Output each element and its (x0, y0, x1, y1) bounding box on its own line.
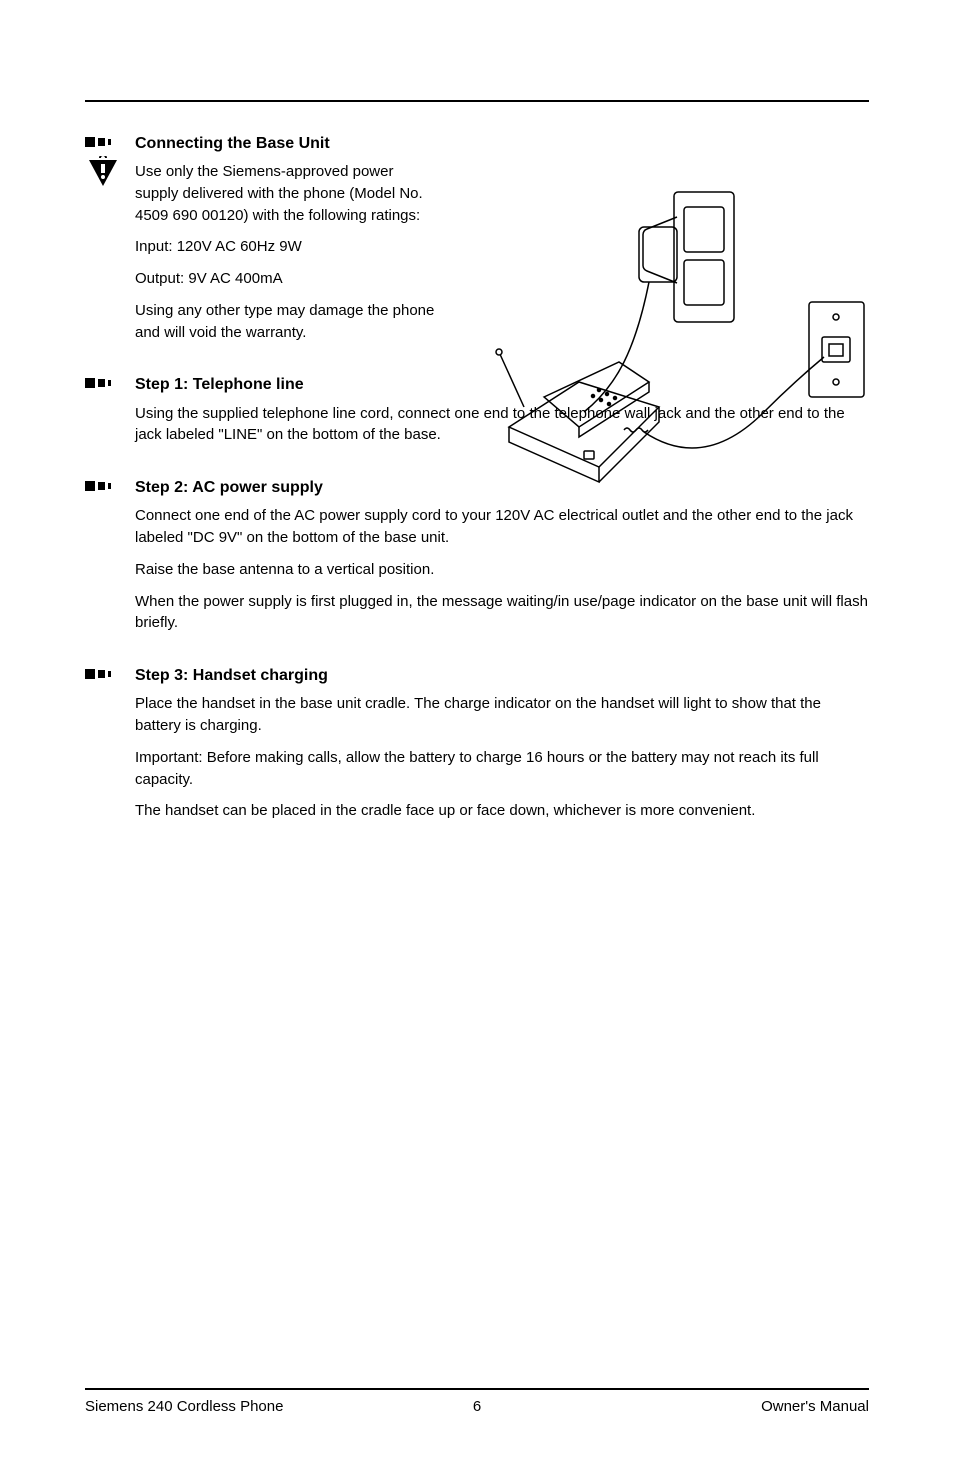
section-bullet-icon (85, 377, 119, 389)
section-para: Connect one end of the AC power supply c… (135, 505, 869, 549)
section-para: Input: 120V AC 60Hz 9W (135, 236, 435, 258)
section-para: Use only the Siemens-approved power supp… (135, 161, 435, 226)
footer-page-number: 6 (85, 1398, 869, 1415)
section-para: Raise the base antenna to a vertical pos… (135, 559, 869, 581)
caution-icon (85, 156, 121, 195)
section-para: Output: 9V AC 400mA (135, 268, 435, 290)
section-para: Place the handset in the base unit cradl… (135, 693, 869, 737)
section-para: Using any other type may damage the phon… (135, 300, 435, 344)
section-bullet-icon (85, 480, 119, 492)
section-para: The handset can be placed in the cradle … (135, 800, 869, 822)
section-bullet-icon (85, 668, 119, 680)
section-heading: Connecting the Base Unit (135, 132, 869, 155)
section-heading: Step 3: Handset charging (135, 664, 869, 687)
base-unit-illustration (489, 182, 879, 492)
section-para: When the power supply is first plugged i… (135, 591, 869, 635)
section-para: Important: Before making calls, allow th… (135, 747, 869, 791)
section-bullet-icon (85, 136, 119, 148)
